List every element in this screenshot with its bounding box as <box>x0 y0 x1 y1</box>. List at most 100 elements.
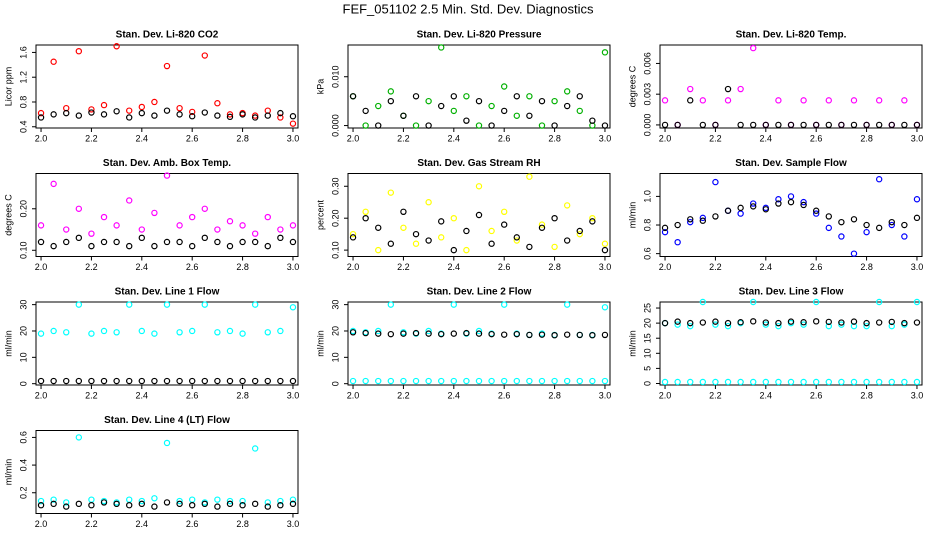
point <box>775 322 782 330</box>
x-tick-label: 3.0 <box>287 262 300 272</box>
point <box>850 97 858 104</box>
point <box>888 378 895 386</box>
x-tick-label: 2.8 <box>860 390 873 400</box>
y-tick-label: 20 <box>18 326 28 336</box>
point <box>699 319 707 326</box>
point <box>400 224 407 231</box>
plot-frame <box>35 301 299 386</box>
point <box>513 377 520 385</box>
y-tick-label: 0.006 <box>642 52 652 75</box>
x-tick-label: 3.0 <box>287 519 300 529</box>
point <box>838 218 845 226</box>
x-tick-label: 2.2 <box>85 519 98 529</box>
point <box>674 238 681 246</box>
point <box>538 221 546 228</box>
x-tick-label: 2.6 <box>186 262 199 272</box>
y-tick-label: 1.2 <box>18 71 28 84</box>
point <box>37 109 45 117</box>
point <box>113 329 120 336</box>
point <box>375 377 382 385</box>
point <box>737 378 744 386</box>
point <box>113 238 120 246</box>
point <box>863 221 870 229</box>
point <box>362 107 369 115</box>
point <box>888 221 895 229</box>
point <box>838 121 845 129</box>
point <box>563 331 571 338</box>
y-axis-label: degrees C <box>627 65 637 107</box>
point <box>188 113 196 120</box>
point <box>601 304 609 311</box>
point <box>901 121 908 129</box>
point <box>589 218 596 225</box>
x-tick-label: 2.2 <box>85 390 98 400</box>
y-tick-label: 0.10 <box>18 242 28 260</box>
point <box>188 213 196 221</box>
chart-title: Stan. Dev. Line 2 Flow <box>427 287 532 298</box>
point <box>661 228 669 236</box>
point <box>812 121 820 129</box>
point <box>37 502 45 509</box>
point <box>362 377 369 385</box>
point <box>214 112 221 119</box>
y-tick-label: 0.10 <box>330 241 340 259</box>
point <box>463 329 470 337</box>
point <box>475 327 483 335</box>
point <box>387 97 395 105</box>
point <box>674 121 681 129</box>
point <box>50 500 57 508</box>
x-tick-label: 2.8 <box>236 390 249 400</box>
point <box>226 500 234 508</box>
point <box>176 500 183 508</box>
point <box>787 193 795 200</box>
point <box>100 499 108 506</box>
point <box>425 97 432 105</box>
point <box>825 378 832 386</box>
point <box>176 104 183 112</box>
point <box>787 378 795 386</box>
point <box>400 330 407 337</box>
point <box>201 109 208 116</box>
y-tick-label: 1.6 <box>18 46 28 59</box>
point <box>551 122 558 129</box>
point <box>850 378 858 386</box>
point <box>412 122 420 129</box>
x-tick-label: 2.8 <box>860 133 873 143</box>
point <box>787 318 795 325</box>
x-tick-label: 3.0 <box>599 390 612 400</box>
point <box>750 318 757 325</box>
point <box>825 322 832 330</box>
point <box>500 377 508 385</box>
point <box>425 377 432 385</box>
point <box>214 496 221 503</box>
x-tick-label: 2.2 <box>85 262 98 272</box>
point <box>661 224 669 232</box>
point <box>163 377 171 385</box>
point <box>661 97 669 104</box>
y-tick-label: 15 <box>642 333 652 343</box>
point <box>687 216 694 223</box>
point <box>387 88 395 95</box>
point <box>901 233 908 240</box>
point <box>387 301 395 308</box>
point <box>563 377 571 385</box>
chart-title: Stan. Dev. Li-820 Temp. <box>736 30 847 41</box>
point <box>687 218 694 226</box>
point <box>589 332 596 339</box>
point <box>412 377 420 385</box>
point <box>251 238 259 246</box>
point <box>176 111 183 118</box>
plot-frame <box>659 173 923 257</box>
point <box>289 500 297 508</box>
x-tick-label: 2.4 <box>136 133 149 143</box>
point <box>863 319 870 327</box>
y-tick-label: 0.003 <box>642 83 652 106</box>
point <box>750 298 757 306</box>
point <box>138 497 146 505</box>
point <box>88 242 95 250</box>
point <box>75 434 83 441</box>
point <box>264 499 271 506</box>
x-tick-label: 2.8 <box>548 133 561 143</box>
y-tick-label: 0.010 <box>330 65 340 88</box>
point <box>800 198 807 206</box>
